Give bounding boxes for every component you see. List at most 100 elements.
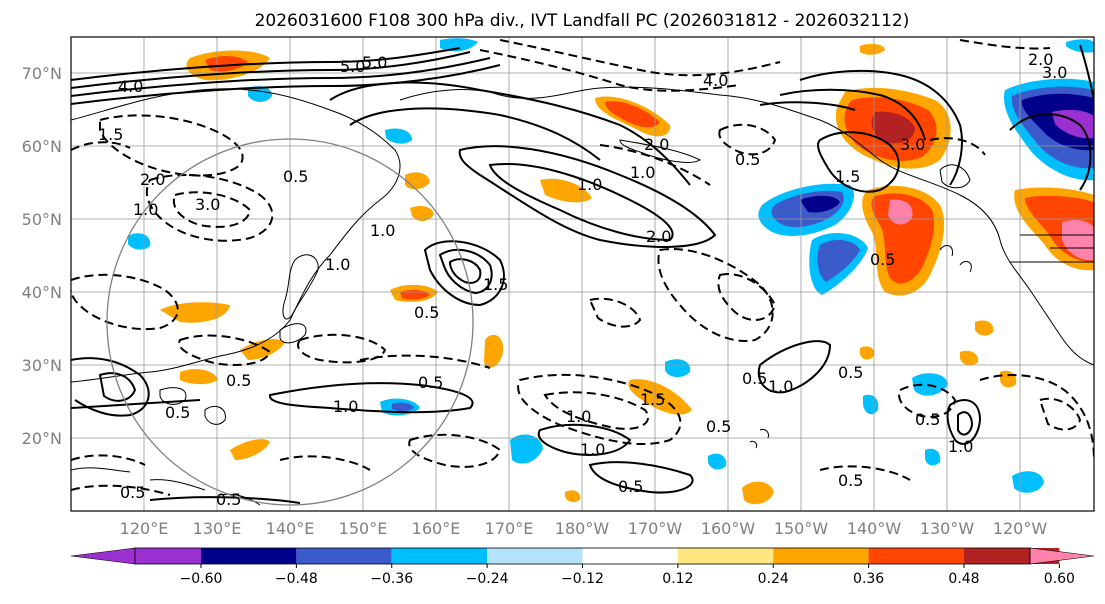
colorbar-tick-label: −0.48 (275, 571, 318, 587)
lat-label: 20°N (22, 429, 62, 448)
contour-label: 5.0 (362, 53, 387, 72)
colorbar-tick-label: 0.12 (662, 571, 693, 587)
colorbar-cell (391, 548, 488, 564)
contour-label: 1.5 (483, 275, 508, 294)
contour-label: 3.0 (195, 195, 220, 214)
anomaly-shade (860, 43, 885, 55)
contour-label: 0.5 (706, 417, 731, 436)
lat-label: 50°N (22, 210, 62, 229)
lon-label: 170°E (485, 519, 534, 538)
contour-label: 2.0 (646, 227, 671, 246)
anomaly-shade (888, 199, 913, 225)
contour-label: 0.5 (870, 250, 895, 269)
contour-label: 0.5 (216, 490, 241, 509)
contour-label: 1.0 (630, 163, 655, 182)
anomaly-shade (665, 359, 691, 378)
contour-label: 2.0 (1028, 50, 1053, 69)
lon-label: 140°W (847, 519, 902, 538)
lon-label: 160°W (701, 519, 756, 538)
lon-label: 130°W (920, 519, 975, 538)
anomaly-shade (540, 178, 592, 203)
colorbar-cell (135, 548, 201, 564)
anomaly-shade (180, 369, 218, 385)
colorbar-tick-label: 0.48 (948, 571, 979, 587)
contour-label: 0.5 (120, 483, 145, 502)
contour-label: 0.5 (742, 369, 767, 388)
colorbar: −0.60 −0.48 −0.36 −0.24 −0.12 0.12 0.24 0.36 0.4… (70, 547, 1095, 587)
lon-label: 160°E (412, 519, 461, 538)
anomaly-shade (484, 334, 504, 368)
anomaly-shade (817, 239, 860, 282)
contour-label: 1.0 (768, 377, 793, 396)
contour-label: 0.5 (418, 373, 443, 392)
contour-labels: 4.0 5.0 3.0 2.0 1.5 1.0 2.0 1.5 0.5 1.0 … (98, 50, 1067, 509)
radius-circle (106, 138, 474, 506)
anomaly-shade (392, 402, 414, 412)
anomaly-shade (925, 448, 941, 466)
colorbar-tick-label: 0.36 (853, 571, 884, 587)
contour-label: 1.0 (325, 255, 350, 274)
contour-label: 1.0 (566, 407, 591, 426)
contour-label: 0.5 (618, 477, 643, 496)
anomaly-shade (128, 233, 151, 250)
anomaly-shade (708, 453, 727, 470)
colorbar-cell (773, 548, 869, 564)
anomaly-shade (871, 111, 915, 144)
colorbar-tick-label: −0.24 (466, 571, 509, 587)
contour-label: 1.0 (577, 175, 602, 194)
anomaly-shade (510, 434, 543, 464)
contours-positive (71, 44, 1094, 504)
contour-label: 0.5 (226, 371, 251, 390)
lat-label: 40°N (22, 283, 62, 302)
colorbar-cell (487, 548, 583, 564)
anomaly-shade (205, 56, 248, 72)
figure-title: 2026031600 F108 300 hPa div., IVT Landfa… (255, 11, 910, 31)
lon-label: 120°W (993, 519, 1048, 538)
lat-label: 60°N (22, 137, 62, 156)
contour-label: 1.0 (948, 437, 973, 456)
shading-layer (128, 38, 1094, 505)
latitude-labels: 70°N 60°N 50°N 40°N 30°N 20°N (22, 64, 62, 448)
contour-label: 4.0 (118, 77, 143, 96)
contour-label: 0.5 (838, 363, 863, 382)
map-panel: 4.0 5.0 3.0 2.0 1.5 1.0 2.0 1.5 0.5 1.0 … (70, 36, 1095, 512)
colorbar-extend-low (70, 547, 136, 565)
contour-label: 2.0 (140, 170, 165, 189)
anomaly-shade (960, 350, 979, 366)
contour-label: 3.0 (900, 135, 925, 154)
colorbar-cell (677, 548, 774, 564)
anomaly-shade (800, 195, 840, 213)
anomaly-shade (410, 206, 434, 222)
contour-label: 4.0 (703, 71, 728, 90)
contour-label: 1.0 (133, 200, 158, 219)
colorbar-tick-label: 0.24 (758, 571, 789, 587)
contour-label: 0.5 (735, 150, 760, 169)
contour-label: 1.5 (640, 390, 665, 409)
anomaly-shade (565, 490, 581, 503)
contour-label: 0.5 (414, 303, 439, 322)
colorbar-cell (201, 548, 297, 564)
colorbar-cell (296, 548, 392, 564)
contour-label: 0.5 (165, 403, 190, 422)
contour-label: 3.0 (1042, 63, 1067, 82)
colorbar-cell (582, 548, 678, 564)
colorbar-extend-high (1029, 547, 1095, 565)
contour-label: 1.0 (333, 397, 358, 416)
colorbar-tick-label: 0.60 (1044, 571, 1075, 587)
lat-label: 70°N (22, 64, 62, 83)
anomaly-shade (871, 193, 935, 284)
contour-label: 0.5 (915, 410, 940, 429)
lon-label: 140°E (266, 519, 315, 538)
map-frame (70, 36, 1095, 512)
anomaly-shade (240, 339, 285, 360)
contour-label: 1.0 (370, 221, 395, 240)
contour-label: 2.0 (644, 135, 669, 154)
colorbar-cell (868, 548, 964, 564)
anomaly-shade (440, 38, 478, 52)
anomaly-shade (860, 346, 875, 360)
colorbar-tick-label: −0.60 (180, 571, 223, 587)
anomaly-shade (1062, 220, 1094, 261)
lon-label: 170°W (628, 519, 683, 538)
anomaly-shade (975, 320, 994, 336)
